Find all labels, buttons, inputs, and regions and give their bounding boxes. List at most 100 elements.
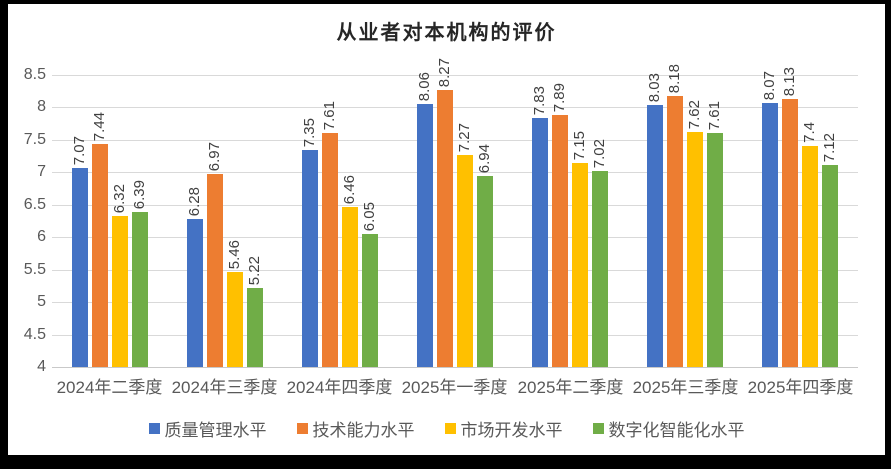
gridline <box>52 205 858 206</box>
bar-value-label: 7.12 <box>821 132 838 162</box>
bar <box>822 165 838 367</box>
bar-value-label: 7.61 <box>321 100 338 130</box>
bar-value-label: 6.28 <box>186 186 203 216</box>
gridline <box>52 172 858 173</box>
bar <box>802 146 818 367</box>
bar-value-label: 8.07 <box>761 70 778 100</box>
bar <box>592 171 608 367</box>
bar-value-label: 6.05 <box>361 201 378 231</box>
y-axis-tick-label: 6 <box>37 228 46 245</box>
legend-swatch-icon <box>148 423 160 434</box>
bar <box>477 176 493 367</box>
y-axis-tick-label: 7 <box>37 163 46 180</box>
bar-value-label: 6.46 <box>341 174 358 204</box>
gridline <box>52 270 858 271</box>
bar-value-label: 5.22 <box>246 255 263 285</box>
legend-item: 数字化智能化水平 <box>592 416 745 441</box>
x-axis-tick-label: 2024年二季度 <box>56 378 163 397</box>
bar-value-label: 6.39 <box>131 179 148 209</box>
bar-value-label: 6.94 <box>476 143 493 173</box>
plot-area: 4 4.5 5 5.5 6 6.5 7 7.5 8 8.5 7.07 7.44 6.32 6.39 2024… <box>8 4 885 455</box>
y-axis-tick-label: 7.5 <box>23 131 46 148</box>
bar <box>667 96 683 367</box>
bar <box>437 90 453 367</box>
bar-value-label: 7.61 <box>706 100 723 130</box>
legend-swatch-icon <box>592 423 604 434</box>
bar <box>457 155 473 367</box>
y-axis-tick-label: 8.5 <box>23 66 46 83</box>
bar <box>362 234 378 367</box>
gridline <box>52 107 858 108</box>
bar <box>227 272 243 367</box>
bar <box>247 288 263 367</box>
legend-label: 市场开发水平 <box>460 421 563 440</box>
gridline <box>52 140 858 141</box>
bar <box>782 99 798 367</box>
chart-title: 从业者对本机构的评价 <box>336 22 557 44</box>
bar <box>322 133 338 367</box>
y-axis-tick-label: 6.5 <box>23 196 46 213</box>
y-axis-tick-label: 4 <box>37 358 46 375</box>
bar-value-label: 7.02 <box>591 138 608 168</box>
bar-value-label: 8.13 <box>781 66 798 96</box>
bar <box>552 115 568 367</box>
legend-swatch-icon <box>296 423 308 434</box>
bar-value-label: 7.07 <box>71 135 88 165</box>
bar <box>342 207 358 367</box>
y-axis-tick-label: 8 <box>37 98 46 115</box>
bar-value-label: 7.89 <box>551 82 568 112</box>
gridline <box>52 237 858 238</box>
bar-value-label: 7.15 <box>571 130 588 160</box>
bar <box>707 133 723 367</box>
y-axis-tick-label: 4.5 <box>23 326 46 343</box>
bar <box>92 144 108 367</box>
bar <box>112 216 128 367</box>
x-axis-tick-label: 2025年一季度 <box>401 378 508 397</box>
bar-value-label: 6.97 <box>206 141 223 171</box>
x-axis-tick-label: 2025年二季度 <box>517 378 624 397</box>
bar-value-label: 5.46 <box>226 239 243 269</box>
legend-label: 技术能力水平 <box>312 421 415 440</box>
bar <box>302 150 318 367</box>
bar-value-label: 7.62 <box>686 99 703 129</box>
chart-legend: 质量管理水平 技术能力水平 市场开发水平 数字化智能化水平 <box>8 416 885 441</box>
x-axis-tick-label: 2025年三季度 <box>632 378 739 397</box>
legend-label: 质量管理水平 <box>164 421 267 440</box>
bar-value-label: 8.03 <box>646 72 663 102</box>
y-axis-tick-label: 5.5 <box>23 261 46 278</box>
x-axis-tick-label: 2024年四季度 <box>286 378 393 397</box>
y-axis-tick-label: 5 <box>37 293 46 310</box>
bar-value-label: 7.35 <box>301 117 318 147</box>
bar <box>132 212 148 367</box>
bar <box>532 118 548 367</box>
bar-value-label: 7.4 <box>801 122 818 143</box>
chart-card: 从业者对本机构的评价 4 4.5 5 5.5 6 6.5 7 7.5 8 8.5 7.07 7.44 6… <box>8 4 885 455</box>
x-axis-tick-label: 2024年三季度 <box>171 378 278 397</box>
legend-item: 质量管理水平 <box>148 416 267 441</box>
bar <box>187 219 203 367</box>
x-axis-tick-label: 2025年四季度 <box>747 378 854 397</box>
bar <box>572 163 588 367</box>
bar <box>687 132 703 367</box>
gridline <box>52 335 858 336</box>
bar <box>72 168 88 367</box>
legend-item: 市场开发水平 <box>444 416 563 441</box>
bar-value-label: 8.06 <box>416 71 433 101</box>
bar-value-label: 7.27 <box>456 122 473 152</box>
bar-value-label: 6.32 <box>111 183 128 213</box>
gridline <box>52 302 858 303</box>
gridline <box>52 75 858 76</box>
legend-label: 数字化智能化水平 <box>608 421 745 440</box>
bar-value-label: 8.27 <box>436 57 453 87</box>
legend-swatch-icon <box>444 423 456 434</box>
legend-item: 技术能力水平 <box>296 416 415 441</box>
bar <box>417 104 433 367</box>
bar <box>762 103 778 367</box>
x-axis-line <box>52 367 858 368</box>
bar <box>207 174 223 367</box>
bar-value-label: 8.18 <box>666 63 683 93</box>
bar-value-label: 7.83 <box>531 85 548 115</box>
bar-value-label: 7.44 <box>91 111 108 141</box>
bar <box>647 105 663 367</box>
